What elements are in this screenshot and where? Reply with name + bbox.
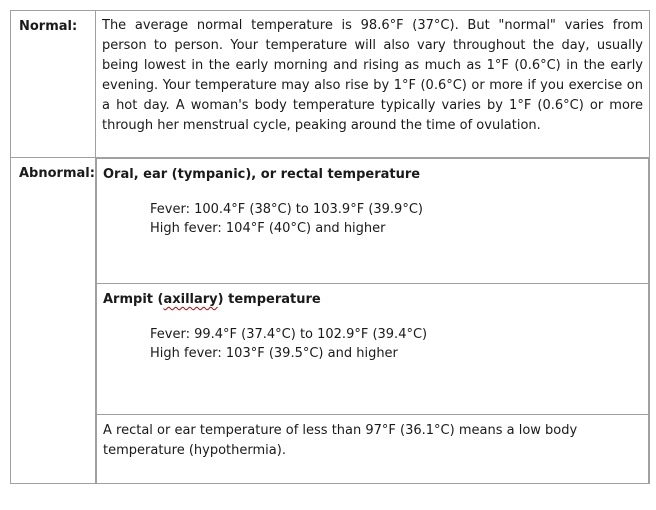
oral-fever-values: Fever: 100.4°F (38°C) to 103.9°F (39.9°C… (97, 184, 648, 238)
oral-heading: Oral, ear (tympanic), or rectal temperat… (103, 167, 421, 182)
abnormal-subtable: Oral, ear (tympanic), or rectal temperat… (96, 158, 649, 483)
armpit-high-fever: High fever: 103°F (39.5°C) and higher (150, 346, 398, 361)
normal-label: Normal: (19, 19, 78, 34)
normal-content-cell: The average normal temperature is 98.6°F… (95, 10, 650, 158)
abnormal-content-cell: Oral, ear (tympanic), or rectal temperat… (95, 157, 650, 484)
oral-fever-range: Fever: 100.4°F (38°C) to 103.9°F (39.9°C… (150, 202, 423, 217)
armpit-heading-prefix: Armpit ( (103, 292, 164, 307)
oral-section: Oral, ear (tympanic), or rectal temperat… (96, 158, 649, 284)
low-temperature-section: A rectal or ear temperature of less than… (96, 414, 649, 483)
abnormal-label: Abnormal: (19, 166, 95, 181)
armpit-section: Armpit (axillary) temperature Fever: 99.… (96, 283, 649, 415)
hypothermia-note: A rectal or ear temperature of less than… (103, 423, 578, 458)
temperature-table: Normal: The average normal temperature i… (10, 10, 650, 484)
axillary-spellcheck-word: axillary (163, 292, 218, 307)
abnormal-row: Abnormal: Oral, ear (tympanic), or recta… (10, 157, 650, 484)
normal-row: Normal: The average normal temperature i… (10, 10, 650, 158)
armpit-fever-range: Fever: 99.4°F (37.4°C) to 102.9°F (39.4°… (150, 327, 428, 342)
abnormal-label-cell: Abnormal: (10, 157, 96, 484)
oral-high-fever: High fever: 104°F (40°C) and higher (150, 221, 386, 236)
armpit-heading-suffix: ) temperature (217, 292, 321, 307)
normal-description: The average normal temperature is 98.6°F… (102, 18, 643, 133)
armpit-heading: Armpit (axillary) temperature (97, 284, 648, 309)
normal-label-cell: Normal: (10, 10, 96, 158)
armpit-fever-values: Fever: 99.4°F (37.4°C) to 102.9°F (39.4°… (97, 309, 648, 363)
